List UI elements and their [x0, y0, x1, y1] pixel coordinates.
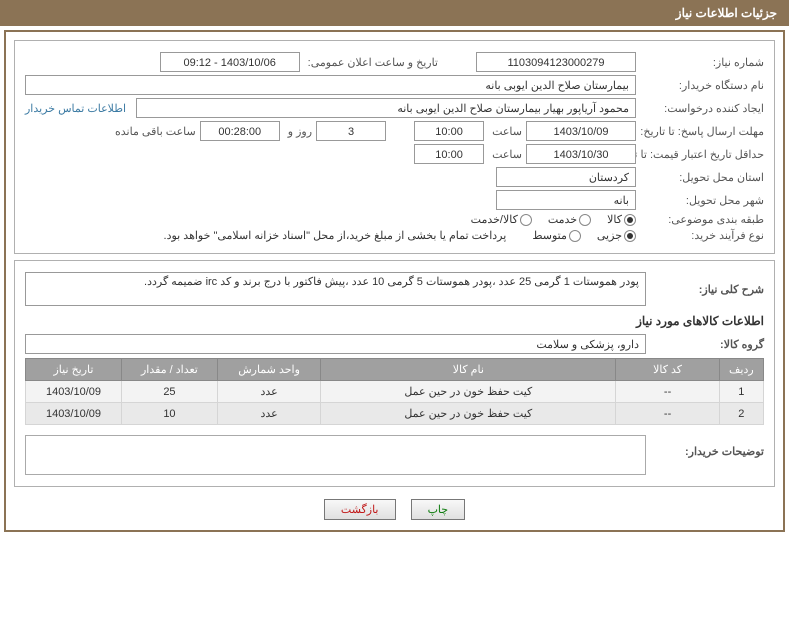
need-desc-value: پودر هموستات 1 گرمی 25 عدد ،پودر هموستات… — [25, 272, 646, 306]
validity-date-value: 1403/10/30 — [526, 144, 636, 164]
province-value: کردستان — [496, 167, 636, 187]
table-cell: کیت حفظ خون در حین عمل — [321, 403, 616, 425]
requester-value: محمود آریاپور بهیار بیمارستان صلاح الدین… — [136, 98, 636, 118]
table-header: کد کالا — [616, 359, 719, 381]
buyer-contact-link[interactable]: اطلاعات تماس خریدار — [25, 102, 126, 115]
buyer-org-label: نام دستگاه خریدار: — [644, 79, 764, 92]
hour-label-1: ساعت — [492, 125, 522, 138]
table-cell: 1403/10/09 — [26, 403, 122, 425]
days-and-label: روز و — [288, 125, 312, 138]
table-header: تعداد / مقدار — [121, 359, 217, 381]
table-row: 2--کیت حفظ خون در حین عملعدد101403/10/09 — [26, 403, 764, 425]
remaining-days-value: 3 — [316, 121, 386, 141]
need-number-value: 1103094123000279 — [476, 52, 636, 72]
goods-group-label: گروه کالا: — [654, 338, 764, 351]
category-radio-kala-khadamat[interactable]: کالا/خدمت — [471, 213, 532, 226]
validity-label: حداقل تاریخ اعتبار قیمت: تا تاریخ: — [644, 148, 764, 161]
header-fieldset: شماره نیاز: 1103094123000279 تاریخ و ساع… — [14, 40, 775, 254]
table-cell: 1403/10/09 — [26, 381, 122, 403]
validity-hour-value: 10:00 — [414, 144, 484, 164]
deadline-date-value: 1403/10/09 — [526, 121, 636, 141]
process-radio-jozi[interactable]: جزیی — [597, 229, 636, 242]
radio-label: کالا/خدمت — [471, 213, 518, 226]
table-cell: عدد — [217, 381, 320, 403]
table-header: نام کالا — [321, 359, 616, 381]
table-cell: 25 — [121, 381, 217, 403]
items-info-title: اطلاعات کالاهای مورد نیاز — [25, 314, 764, 328]
buyer-org-value: بیمارستان صلاح الدین ایوبی بانه — [25, 75, 636, 95]
table-header: واحد شمارش — [217, 359, 320, 381]
main-panel: شماره نیاز: 1103094123000279 تاریخ و ساع… — [4, 30, 785, 532]
category-radio-kala[interactable]: کالا — [607, 213, 636, 226]
table-cell: -- — [616, 403, 719, 425]
buyer-notes-label: توضیحات خریدار: — [654, 435, 764, 458]
category-radio-khadamat[interactable]: خدمت — [548, 213, 591, 226]
table-cell: کیت حفظ خون در حین عمل — [321, 381, 616, 403]
back-button[interactable]: بازگشت — [324, 499, 396, 520]
footer-buttons: چاپ بازگشت — [14, 493, 775, 522]
requester-label: ایجاد کننده درخواست: — [644, 102, 764, 115]
table-header: تاریخ نیاز — [26, 359, 122, 381]
deadline-hour-value: 10:00 — [414, 121, 484, 141]
table-header: ردیف — [719, 359, 763, 381]
goods-group-value: دارو، پزشکی و سلامت — [25, 334, 646, 354]
city-label: شهر محل تحویل: — [644, 194, 764, 207]
radio-label: خدمت — [548, 213, 577, 226]
remaining-time-value: 00:28:00 — [200, 121, 280, 141]
items-table: ردیفکد کالانام کالاواحد شمارشتعداد / مقد… — [25, 358, 764, 425]
province-label: استان محل تحویل: — [644, 171, 764, 184]
title-bar: جزئیات اطلاعات نیاز — [0, 0, 789, 26]
process-radio-motevasset[interactable]: متوسط — [532, 229, 581, 242]
payment-note: پرداخت تمام یا بخشی از مبلغ خرید،از محل … — [164, 229, 507, 242]
city-value: بانه — [496, 190, 636, 210]
radio-label: جزیی — [597, 229, 622, 242]
table-cell: 1 — [719, 381, 763, 403]
announce-datetime-value: 1403/10/06 - 09:12 — [160, 52, 300, 72]
table-cell: 2 — [719, 403, 763, 425]
need-number-label: شماره نیاز: — [644, 56, 764, 69]
hour-label-2: ساعت — [492, 148, 522, 161]
need-desc-label: شرح کلی نیاز: — [654, 283, 764, 296]
table-row: 1--کیت حفظ خون در حین عملعدد251403/10/09 — [26, 381, 764, 403]
table-cell: 10 — [121, 403, 217, 425]
buyer-notes-box — [25, 435, 646, 475]
remaining-hours-label: ساعت باقی مانده — [115, 125, 196, 138]
table-cell: عدد — [217, 403, 320, 425]
category-label: طبقه بندی موضوعی: — [644, 213, 764, 226]
process-type-label: نوع فرآیند خرید: — [644, 229, 764, 242]
deadline-label: مهلت ارسال پاسخ: تا تاریخ: — [644, 125, 764, 138]
description-fieldset: شرح کلی نیاز: پودر هموستات 1 گرمی 25 عدد… — [14, 260, 775, 487]
radio-label: کالا — [607, 213, 622, 226]
print-button[interactable]: چاپ — [411, 499, 466, 520]
table-cell: -- — [616, 381, 719, 403]
radio-label: متوسط — [532, 229, 567, 242]
announce-datetime-label: تاریخ و ساعت اعلان عمومی: — [308, 56, 438, 69]
